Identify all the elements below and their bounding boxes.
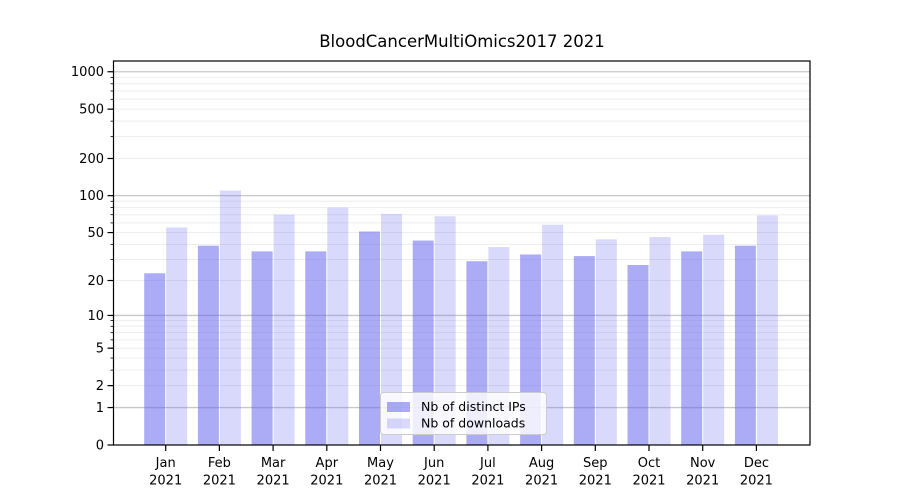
y-tick-label: 0 — [96, 439, 104, 454]
x-tick-label-year: 2021 — [257, 474, 290, 489]
y-tick-label: 10 — [87, 309, 104, 324]
bar-aug-downloads — [542, 224, 564, 445]
x-tick-label-year: 2021 — [203, 474, 236, 489]
x-tick-label-month: May — [367, 456, 394, 471]
bar-dec-downloads — [756, 215, 778, 445]
bar-mar-ips — [251, 251, 273, 445]
bar-mar-downloads — [273, 214, 295, 445]
bar-apr-downloads — [327, 207, 349, 445]
bar-jan-downloads — [166, 227, 188, 445]
x-tick-label-month: Jun — [423, 456, 444, 471]
bar-may-downloads — [381, 213, 402, 445]
y-tick-label: 200 — [79, 152, 104, 167]
y-tick-label: 20 — [87, 274, 104, 289]
y-tick-label: 1000 — [71, 65, 104, 80]
y-tick-label: 50 — [87, 226, 104, 241]
x-tick-label-month: Oct — [638, 456, 660, 471]
legend: Nb of distinct IPs Nb of downloads — [380, 392, 547, 435]
bar-nov-downloads — [703, 234, 725, 445]
x-tick-label-year: 2021 — [525, 474, 558, 489]
bar-series-1 — [166, 190, 778, 445]
x-tick-label-year: 2021 — [149, 474, 182, 489]
legend-swatch-distinct-ips — [387, 402, 410, 412]
plot-border — [112, 60, 811, 446]
x-tick-label-year: 2021 — [740, 474, 773, 489]
bar-nov-ips — [681, 251, 703, 445]
y-tick-label: 100 — [79, 189, 104, 204]
y-tick-label: 2 — [96, 379, 104, 394]
x-tick-label-year: 2021 — [310, 474, 343, 489]
bar-feb-ips — [197, 245, 219, 445]
y-tick-label: 500 — [79, 103, 104, 118]
bar-jan-ips — [144, 273, 166, 445]
x-tick-label-year: 2021 — [686, 474, 719, 489]
minor-gridlines — [113, 76, 810, 387]
bar-oct-downloads — [649, 236, 671, 445]
legend-swatch-downloads — [387, 418, 410, 429]
x-tick-label-month: Mar — [261, 456, 286, 471]
x-tick-label-month: Dec — [744, 456, 769, 471]
x-tick-label-year: 2021 — [471, 474, 504, 489]
x-tick-label-month: Feb — [208, 456, 231, 471]
bar-sep-downloads — [595, 239, 617, 445]
y-tick-label: 5 — [96, 342, 104, 357]
legend-label-downloads: Nb of downloads — [421, 416, 525, 431]
x-tick-label-year: 2021 — [418, 474, 451, 489]
legend-label-distinct-ips: Nb of distinct IPs — [421, 399, 526, 414]
x-tick-label-month: Nov — [690, 456, 716, 471]
bar-oct-ips — [627, 264, 649, 445]
y-axis: 0 1 2 5 10 20 50 100 200 500 1000 — [71, 65, 114, 454]
x-tick-label-month: Aug — [529, 456, 554, 471]
legend-box — [380, 392, 547, 435]
x-tick-label-year: 2021 — [364, 474, 397, 489]
x-tick-label-year: 2021 — [579, 474, 612, 489]
x-tick-label-month: Apr — [316, 456, 339, 471]
bar-apr-ips — [305, 251, 327, 445]
bar-jun-downloads — [434, 216, 456, 445]
y-tick-label: 1 — [96, 401, 104, 416]
x-tick-label-month: Jan — [155, 456, 176, 471]
bar-dec-ips — [734, 245, 756, 445]
chart-title: BloodCancerMultiOmics2017 2021 — [319, 32, 605, 51]
x-tick-label-month: Sep — [583, 456, 608, 471]
bar-feb-downloads — [219, 190, 241, 445]
x-tick-label-month: Jul — [479, 456, 496, 471]
x-axis: Jan 2021 Feb 2021 Mar 2021 Apr 2021 May 2021 Jun 20… — [149, 445, 773, 489]
x-tick-label-year: 2021 — [632, 474, 665, 489]
bar-sep-ips — [573, 256, 595, 445]
bar-may-ips — [359, 231, 380, 445]
